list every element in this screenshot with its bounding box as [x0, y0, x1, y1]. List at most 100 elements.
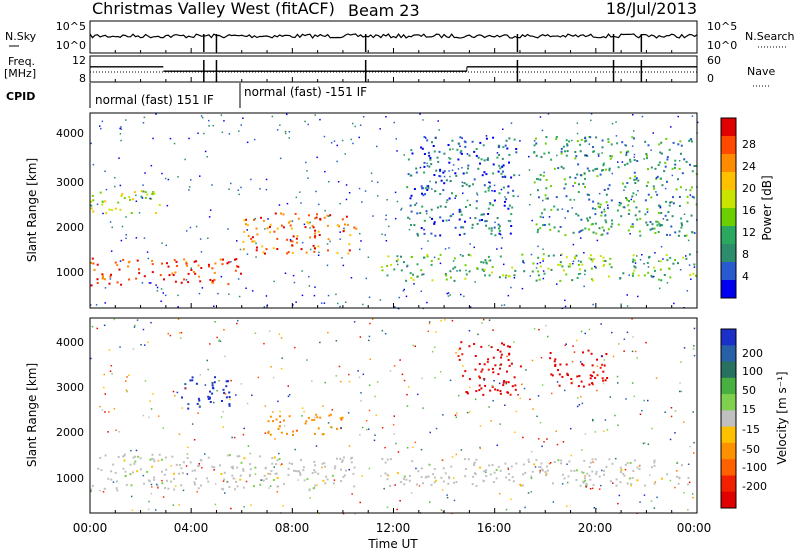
heatmap-noise: [502, 128, 504, 130]
heatmap-noise: [571, 139, 573, 142]
heatmap-cell: [312, 244, 315, 247]
heatmap-noise: [186, 473, 189, 475]
heatmap-noise: [600, 355, 603, 357]
heatmap-noise: [196, 491, 198, 493]
heatmap-noise: [187, 446, 189, 449]
heatmap-noise: [410, 492, 413, 494]
heatmap-noise: [615, 457, 617, 460]
heatmap-noise: [633, 130, 635, 132]
heatmap-noise: [95, 304, 98, 306]
heatmap-cell: [432, 473, 435, 476]
nsky-trace: [89, 33, 698, 52]
heatmap-cell: [449, 157, 452, 160]
heatmap-cell: [116, 264, 119, 267]
heatmap-cell: [183, 278, 186, 281]
heatmap-cell: [578, 183, 580, 186]
heatmap-noise: [664, 411, 666, 413]
heatmap-cell: [232, 467, 234, 470]
heatmap-noise: [214, 503, 217, 506]
heatmap-noise: [238, 295, 241, 298]
heatmap-cell: [345, 215, 348, 218]
heatmap-cell: [386, 473, 389, 476]
colorbar-swatch: [721, 329, 736, 346]
heatmap-noise: [384, 333, 387, 335]
heatmap-noise: [598, 192, 601, 195]
heatmap-noise: [452, 260, 455, 262]
heatmap-noise: [314, 114, 316, 116]
heatmap-noise: [428, 321, 431, 323]
heatmap-noise: [101, 120, 104, 123]
heatmap-cell: [602, 162, 605, 165]
heatmap-cell: [567, 475, 570, 478]
heatmap-noise: [164, 294, 167, 297]
heatmap-noise: [359, 336, 362, 338]
heatmap-cell: [599, 366, 602, 369]
heatmap-noise: [437, 120, 439, 122]
heatmap-cell: [151, 457, 154, 460]
heatmap-cell: [693, 165, 696, 167]
heatmap-noise: [305, 161, 307, 164]
heatmap-cell: [594, 213, 597, 216]
heatmap-noise: [673, 302, 675, 305]
heatmap-noise: [142, 474, 145, 477]
heatmap-noise: [466, 153, 469, 155]
heatmap-noise: [415, 467, 417, 470]
heatmap-cell: [248, 475, 251, 478]
heatmap-cell: [221, 263, 224, 266]
heatmap-cell: [133, 462, 136, 465]
heatmap-cell: [591, 260, 594, 263]
heatmap-cell: [176, 265, 179, 267]
heatmap-cell: [656, 175, 659, 178]
heatmap-noise: [601, 469, 603, 472]
heatmap-cell: [594, 222, 597, 225]
heatmap-noise: [679, 382, 681, 384]
heatmap-noise: [338, 365, 341, 368]
x-tick-0000: 00:00: [73, 521, 108, 535]
heatmap-cell: [695, 165, 698, 167]
heatmap-cell: [586, 217, 589, 220]
heatmap-cell: [611, 219, 613, 222]
heatmap-cell: [666, 180, 668, 183]
heatmap-noise: [357, 370, 359, 372]
heatmap-cell: [628, 209, 631, 212]
heatmap-cell: [484, 274, 486, 277]
heatmap-cell: [646, 157, 648, 160]
heatmap-cell: [482, 270, 485, 272]
heatmap-cell: [533, 144, 536, 147]
heatmap-cell: [559, 263, 562, 266]
heatmap-cell: [464, 458, 466, 461]
heatmap-noise: [576, 132, 579, 135]
heatmap-noise: [337, 302, 339, 305]
heatmap-noise: [160, 288, 163, 290]
heatmap-cell: [608, 275, 610, 278]
heatmap-noise: [255, 242, 257, 245]
heatmap-noise: [306, 170, 308, 172]
heatmap-cell: [472, 183, 474, 186]
heatmap-cell: [482, 393, 485, 396]
heatmap-cell: [492, 163, 495, 166]
heatmap-cell: [462, 226, 465, 229]
heatmap-cell: [209, 397, 211, 400]
heatmap-cell: [130, 484, 133, 487]
heatmap-cell: [276, 459, 279, 462]
heatmap-cell: [411, 460, 414, 463]
heatmap-noise: [431, 351, 434, 353]
heatmap-cell: [510, 176, 513, 179]
heatmap-cell: [267, 432, 270, 434]
heatmap-noise: [421, 377, 423, 380]
heatmap-cell: [276, 477, 279, 479]
heatmap-noise: [428, 322, 431, 325]
heatmap-cell: [193, 483, 196, 486]
heatmap-cell: [279, 415, 281, 418]
heatmap-cell: [511, 266, 514, 269]
heatmap-noise: [359, 124, 362, 126]
heatmap-cell: [496, 217, 499, 220]
heatmap-noise: [102, 491, 105, 493]
heatmap-noise: [655, 377, 658, 379]
heatmap-noise: [396, 150, 398, 152]
heatmap-cell: [627, 204, 630, 207]
heatmap-cell: [475, 390, 478, 393]
heatmap-noise: [595, 267, 597, 269]
heatmap-noise: [639, 413, 642, 415]
heatmap-noise: [504, 196, 506, 198]
